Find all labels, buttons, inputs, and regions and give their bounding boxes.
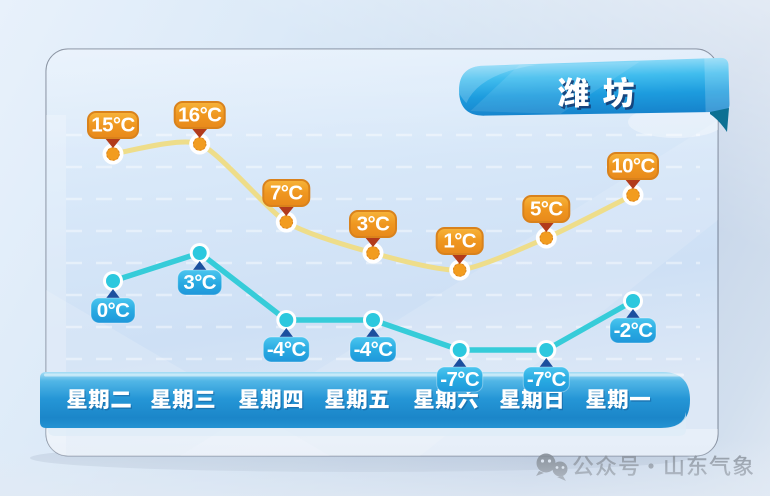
svg-text:7°C: 7°C xyxy=(270,182,303,205)
svg-text:15°C: 15°C xyxy=(91,114,135,137)
svg-text:-4°C: -4°C xyxy=(267,338,307,361)
svg-text:-4°C: -4°C xyxy=(354,338,394,361)
svg-text:5°C: 5°C xyxy=(530,198,563,221)
svg-text:16°C: 16°C xyxy=(178,104,222,127)
svg-text:0°C: 0°C xyxy=(97,299,130,322)
svg-text:1°C: 1°C xyxy=(443,230,476,253)
svg-text:-2°C: -2°C xyxy=(614,319,654,342)
svg-text:3°C: 3°C xyxy=(183,271,216,294)
svg-text:3°C: 3°C xyxy=(357,213,390,236)
svg-text:10°C: 10°C xyxy=(611,155,655,178)
svg-text:-7°C: -7°C xyxy=(440,368,480,391)
svg-text:-7°C: -7°C xyxy=(527,368,567,391)
